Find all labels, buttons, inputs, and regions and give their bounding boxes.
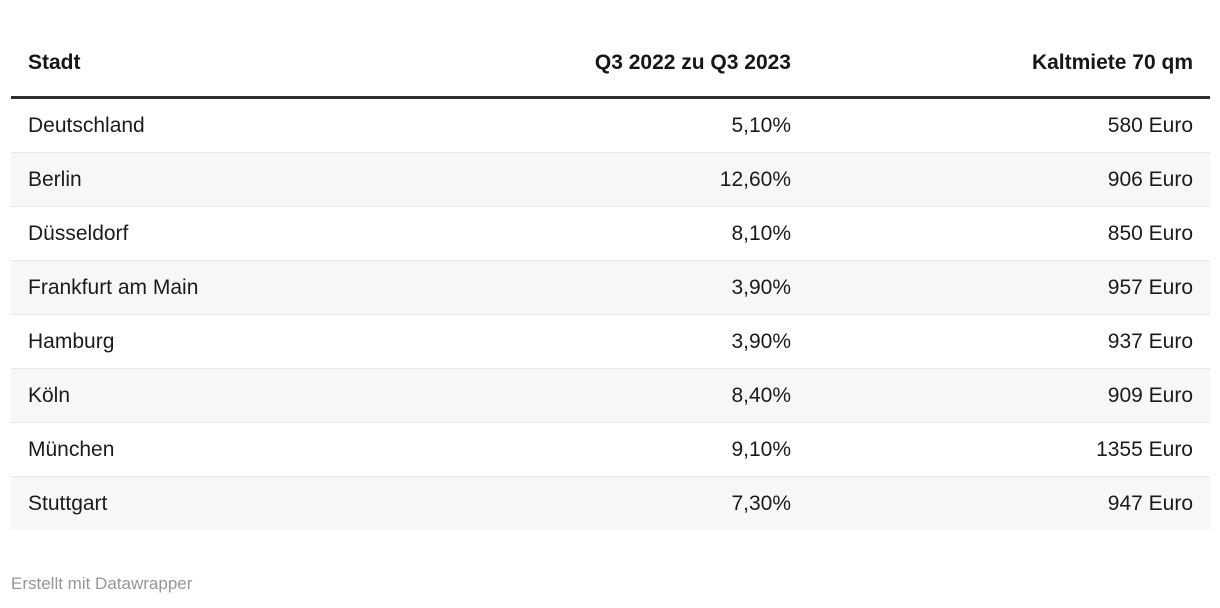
cell-change: 7,30%	[731, 492, 791, 515]
cell-stadt: Stuttgart	[28, 492, 108, 515]
cell-stadt: Frankfurt am Main	[28, 276, 199, 299]
cell-rent: 580 Euro	[1107, 114, 1193, 137]
cell-stadt: Hamburg	[28, 330, 115, 353]
cell-stadt: Düsseldorf	[28, 222, 129, 245]
table-row: Deutschland 5,10% 580 Euro	[11, 97, 1210, 153]
table-row: Hamburg 3,90% 937 Euro	[11, 314, 1210, 369]
column-header-stadt: Stadt	[11, 36, 441, 99]
cell-rent: 906 Euro	[1107, 168, 1193, 191]
column-header-q3-change: Q3 2022 zu Q3 2023	[441, 36, 808, 99]
cell-change: 12,60%	[719, 168, 791, 191]
cell-rent: 957 Euro	[1107, 276, 1193, 299]
cell-stadt: München	[28, 438, 115, 461]
cell-rent: 937 Euro	[1107, 330, 1193, 353]
table-header-row: Stadt Q3 2022 zu Q3 2023 Kaltmiete 70 qm	[11, 36, 1210, 99]
cell-rent: 1355 Euro	[1096, 438, 1193, 461]
cell-rent: 850 Euro	[1107, 222, 1193, 245]
table-row: Frankfurt am Main 3,90% 957 Euro	[11, 260, 1210, 315]
cell-change: 5,10%	[731, 114, 791, 137]
cell-rent: 947 Euro	[1107, 492, 1193, 515]
table-row: Stuttgart 7,30% 947 Euro	[11, 476, 1210, 530]
cell-change: 8,10%	[731, 222, 791, 245]
table-row: München 9,10% 1355 Euro	[11, 422, 1210, 477]
cell-change: 8,40%	[731, 384, 791, 407]
table-container: Stadt Q3 2022 zu Q3 2023 Kaltmiete 70 qm…	[11, 36, 1210, 530]
cell-change: 3,90%	[731, 276, 791, 299]
cell-change: 3,90%	[731, 330, 791, 353]
table-row: Düsseldorf 8,10% 850 Euro	[11, 206, 1210, 261]
table-body: Deutschland 5,10% 580 Euro Berlin 12,60% 906 …	[11, 97, 1210, 530]
table-row: Köln 8,40% 909 Euro	[11, 368, 1210, 423]
cell-stadt: Berlin	[28, 168, 82, 191]
column-header-kaltmiete: Kaltmiete 70 qm	[808, 36, 1210, 99]
rent-data-table: Stadt Q3 2022 zu Q3 2023 Kaltmiete 70 qm…	[11, 36, 1210, 530]
cell-stadt: Deutschland	[28, 114, 145, 137]
cell-stadt: Köln	[28, 384, 71, 407]
table-row: Berlin 12,60% 906 Euro	[11, 152, 1210, 207]
cell-rent: 909 Euro	[1107, 384, 1193, 407]
attribution-link[interactable]: Erstellt mit Datawrapper	[11, 574, 193, 593]
cell-change: 9,10%	[731, 438, 791, 461]
